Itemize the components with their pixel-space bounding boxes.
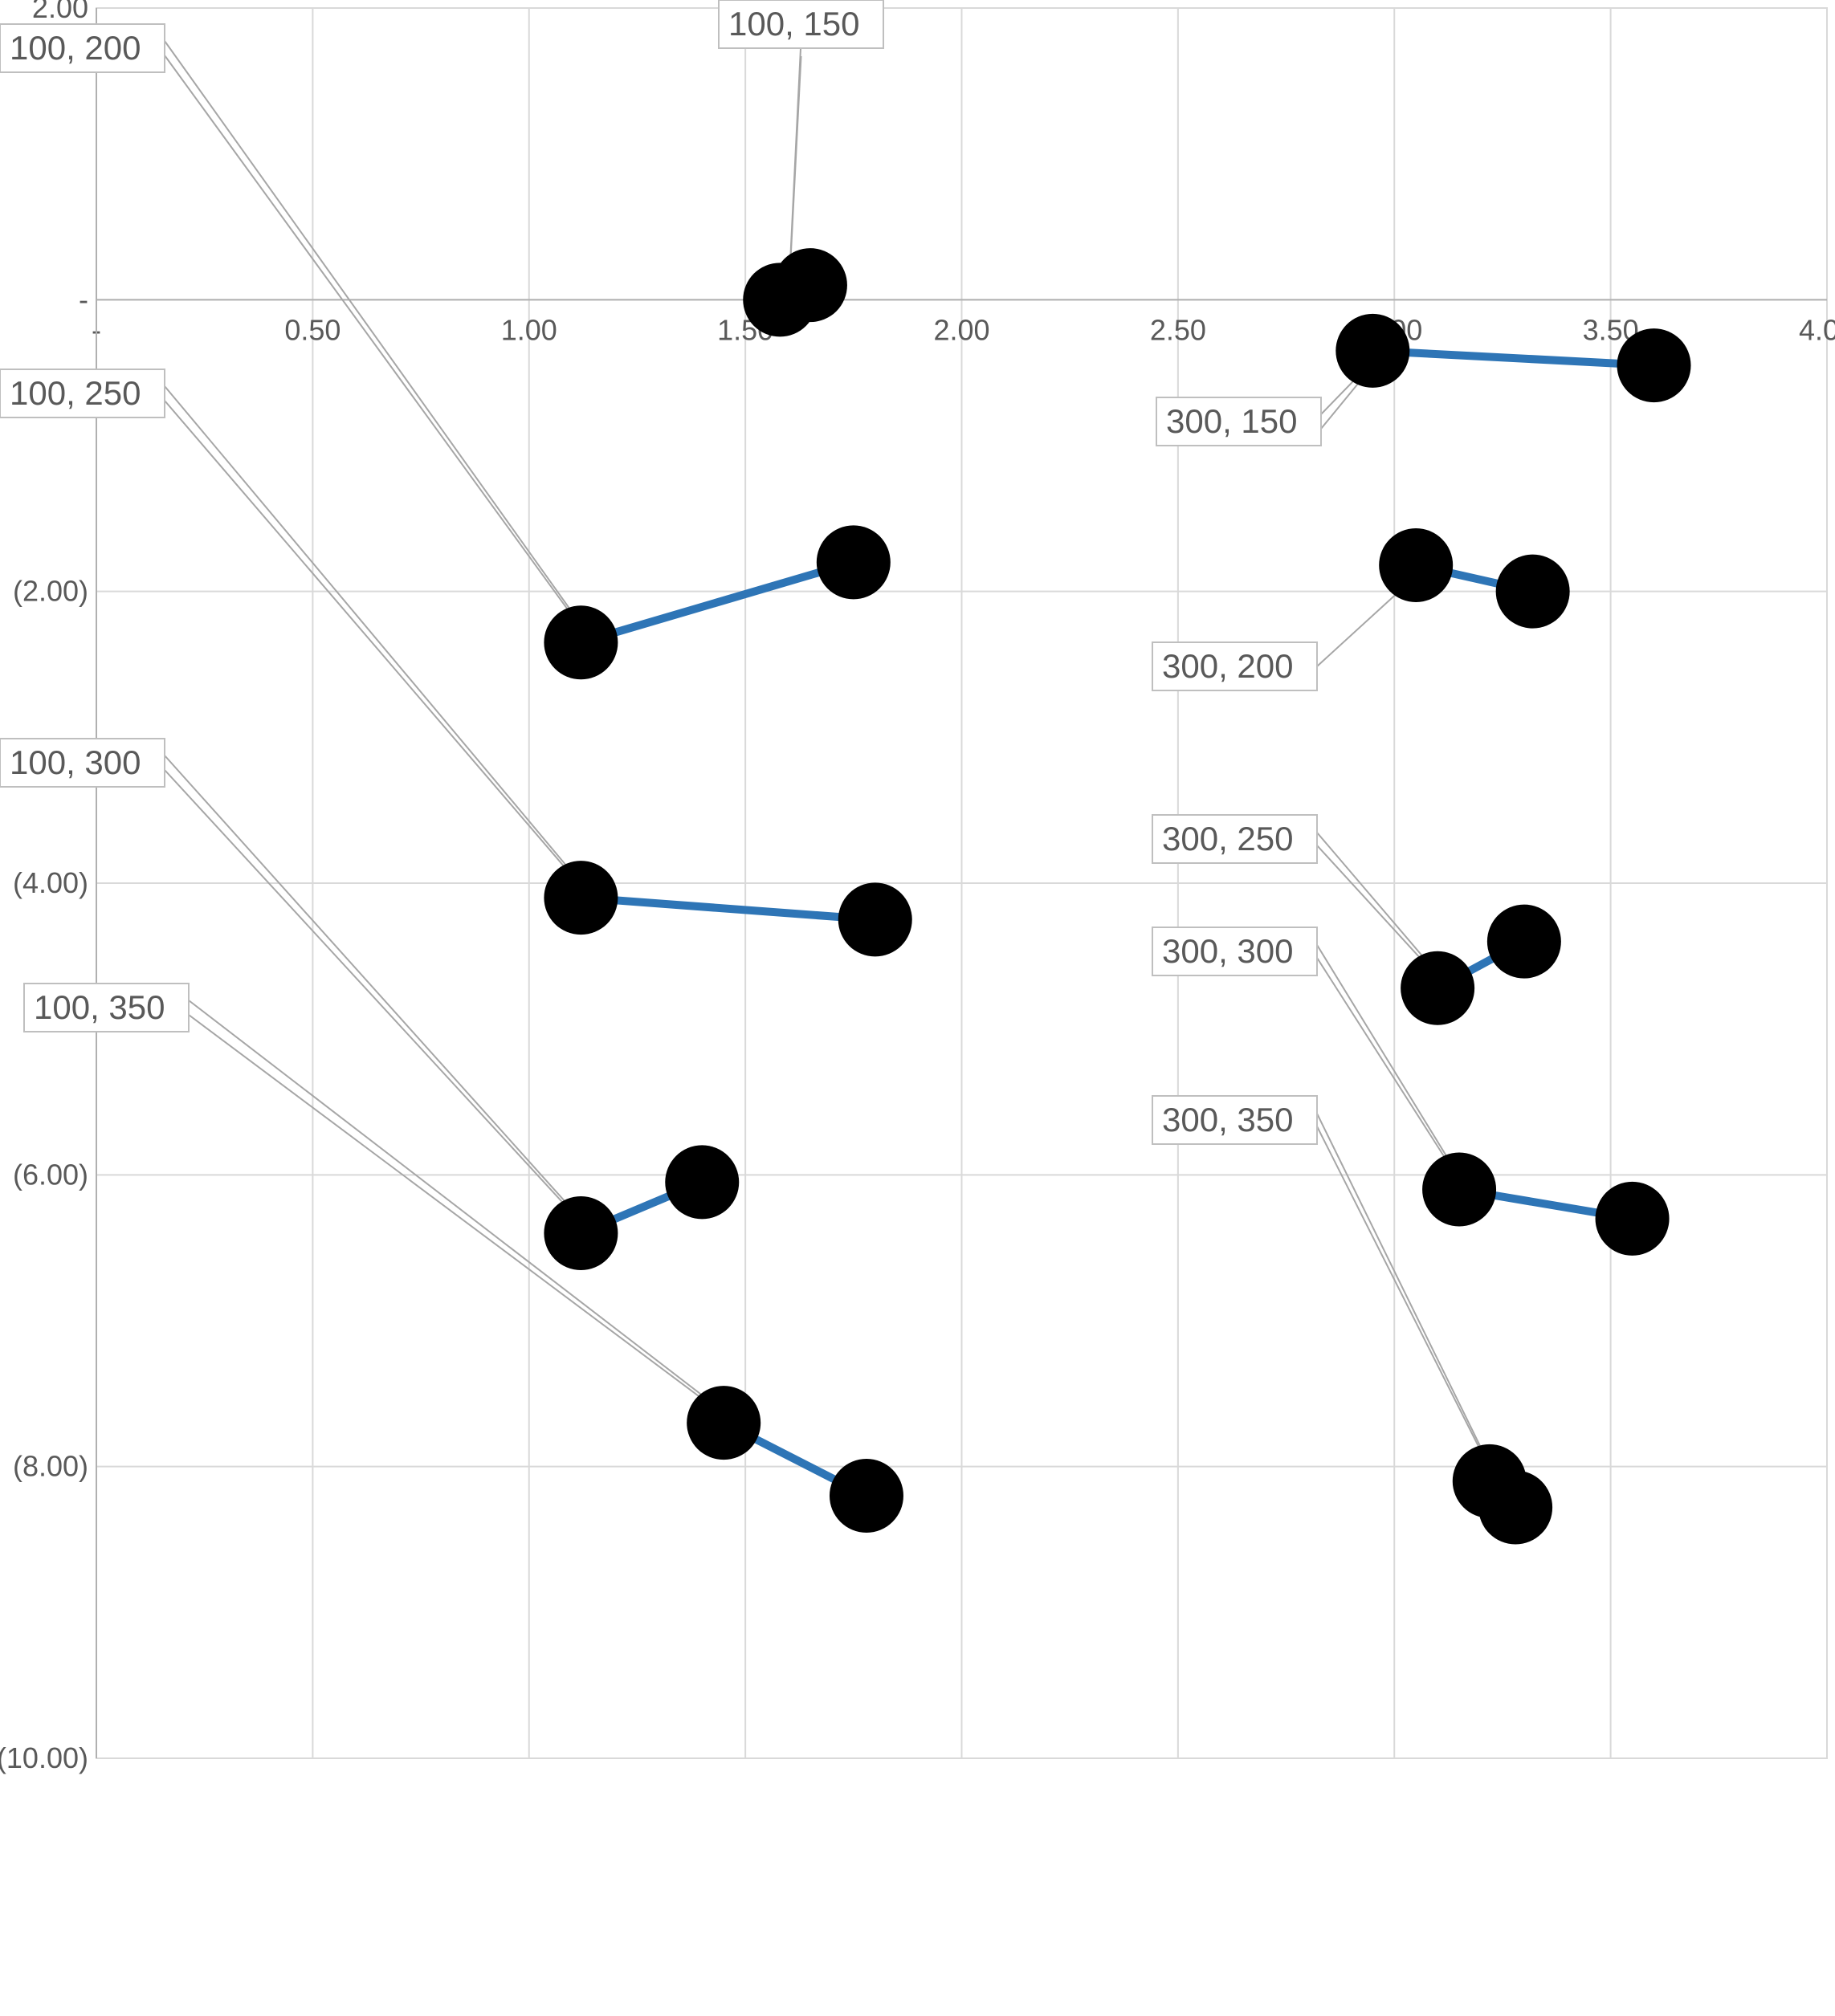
y-tick-label: (6.00) <box>13 1158 88 1191</box>
data-marker <box>544 1196 618 1270</box>
callout-label: 300, 150 <box>1166 402 1298 440</box>
data-marker <box>830 1459 903 1533</box>
callout-leader <box>165 770 589 1232</box>
series-segment <box>1372 351 1654 365</box>
callout-label: 100, 300 <box>10 743 141 781</box>
data-marker <box>1487 905 1561 979</box>
x-tick-label: 4.00 <box>1799 313 1835 346</box>
x-tick-label: 2.50 <box>1150 313 1206 346</box>
callout-label: 300, 300 <box>1162 932 1294 970</box>
data-marker <box>838 882 912 956</box>
data-marker <box>817 525 891 599</box>
data-marker <box>544 605 618 679</box>
data-marker <box>773 248 847 322</box>
data-marker <box>665 1145 739 1219</box>
data-marker <box>1422 1153 1496 1227</box>
callout-label: 300, 200 <box>1162 647 1294 685</box>
data-marker <box>1496 555 1570 629</box>
scatter-chart: -0.501.001.502.002.503.003.504.002.00-(2… <box>0 0 1835 2016</box>
callout-leader <box>165 55 589 640</box>
callout-leader <box>189 1015 732 1421</box>
data-marker <box>544 861 618 935</box>
data-marker <box>1596 1182 1670 1256</box>
callout-leader <box>165 755 589 1229</box>
callout-label: 100, 250 <box>10 374 141 412</box>
series-segment <box>581 562 853 642</box>
callout-label: 300, 350 <box>1162 1101 1294 1138</box>
callout-label: 100, 350 <box>34 988 165 1026</box>
data-marker <box>1617 328 1691 402</box>
y-tick-label: (4.00) <box>13 866 88 899</box>
y-tick-label: (8.00) <box>13 1450 88 1483</box>
y-tick-label: (2.00) <box>13 575 88 608</box>
x-tick-label: 1.00 <box>501 313 557 346</box>
callout-label: 300, 250 <box>1162 820 1294 857</box>
data-marker <box>687 1386 761 1460</box>
callout-label: 100, 150 <box>728 5 860 43</box>
x-tick-label: 2.00 <box>933 313 989 346</box>
data-marker <box>1401 951 1474 1025</box>
y-tick-label: - <box>79 283 88 316</box>
callout-label: 100, 200 <box>10 29 141 67</box>
series-segment <box>581 898 875 919</box>
y-tick-label: 2.00 <box>32 0 88 24</box>
x-tick-label: 0.50 <box>284 313 340 346</box>
data-marker <box>1478 1471 1552 1545</box>
callout-leader <box>165 386 589 894</box>
data-marker <box>1379 528 1453 602</box>
callout-leader <box>165 401 589 896</box>
y-tick-label: (10.00) <box>0 1741 88 1774</box>
data-marker <box>1335 314 1409 388</box>
callout-leader <box>189 1000 732 1419</box>
